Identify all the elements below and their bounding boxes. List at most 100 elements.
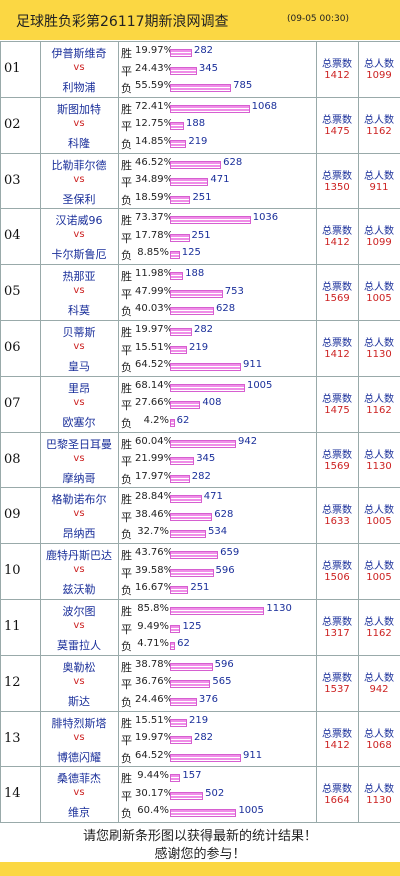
row-number: 13: [4, 730, 21, 746]
count: 157: [182, 770, 202, 782]
bar: [170, 383, 245, 392]
count: 125: [182, 620, 202, 632]
count: 345: [196, 453, 216, 465]
away-team: 兹沃勒: [62, 583, 96, 597]
time: (09-05 00:30): [287, 14, 349, 24]
count: 565: [212, 676, 232, 688]
vs: vs: [73, 396, 85, 408]
outcome: 平: [121, 622, 132, 636]
total-people-label: 总人数: [364, 226, 394, 238]
total-people-label: 总人数: [364, 282, 394, 294]
outcome: 平: [121, 399, 132, 413]
away-team: 维京: [68, 806, 90, 820]
outcome: 胜: [121, 549, 132, 563]
bar: [170, 345, 188, 354]
away-team: 昂纳西: [62, 527, 96, 541]
away-team: 博德闪耀: [57, 750, 101, 764]
bar: [170, 791, 204, 800]
bar: [170, 530, 206, 539]
percent: 55.59%: [135, 80, 174, 91]
bar: [170, 495, 202, 504]
outcome: 负: [121, 584, 132, 598]
percent: 32.7%: [137, 526, 169, 538]
percent: 68.14%: [135, 379, 174, 391]
vs: vs: [73, 731, 85, 743]
outcome: 胜: [121, 47, 132, 60]
percent: 9.49%: [137, 620, 169, 632]
total-votes-label: 总票数: [322, 393, 352, 405]
bar: [170, 809, 237, 818]
total-people: 1162: [366, 404, 392, 416]
bar: [170, 753, 241, 762]
count: 251: [192, 191, 212, 203]
bar: [170, 457, 195, 466]
bar: [170, 251, 180, 260]
outcome: 负: [121, 137, 132, 151]
total-votes-label: 总票数: [322, 282, 352, 294]
bar: [170, 439, 237, 448]
outcome: 负: [121, 416, 132, 430]
bar: [170, 49, 192, 57]
vs: vs: [73, 452, 85, 464]
outcome: 胜: [121, 270, 132, 284]
total-people: 1162: [366, 628, 392, 639]
home-team: 里昂: [68, 381, 90, 395]
bar: [170, 307, 215, 316]
bar: [170, 289, 223, 298]
outcome: 平: [121, 287, 132, 301]
count: 628: [216, 303, 236, 315]
count: 282: [193, 45, 214, 56]
outcome: 负: [121, 528, 132, 542]
outcome: 胜: [121, 772, 132, 786]
outcome: 负: [121, 807, 132, 821]
title: 足球胜负彩第26117期新浪网调查: [16, 14, 229, 30]
away-team: 莫雷拉人: [57, 639, 101, 652]
outcome: 负: [121, 751, 132, 765]
row-number: 06: [4, 340, 21, 355]
count: 125: [181, 247, 201, 259]
count: 62: [177, 638, 190, 649]
home-team: 奥勒松: [62, 660, 96, 674]
percent: 9.44%: [137, 770, 169, 782]
count: 942: [238, 435, 258, 447]
total-people: 942: [369, 683, 389, 695]
bar: [170, 272, 184, 281]
total-people-label: 总人数: [364, 617, 394, 628]
percent: 12.75%: [135, 118, 174, 130]
count: 408: [202, 397, 222, 409]
outcome: 胜: [121, 605, 132, 618]
outcome: 负: [121, 695, 132, 709]
count: 62: [176, 414, 190, 426]
percent: 36.76%: [135, 676, 174, 688]
bar: [170, 122, 185, 131]
percent: 60.4%: [137, 805, 169, 817]
total-votes-label: 总票数: [322, 226, 352, 238]
total-votes: 1475: [324, 125, 350, 137]
total-people: 1130: [366, 460, 392, 472]
footer: 请您刷新条形图以获得最新的统计结果！ 感谢您的参与！: [0, 828, 400, 864]
total-votes: 1537: [324, 683, 350, 695]
bar: [170, 328, 192, 336]
count: 1068: [251, 100, 278, 112]
percent: 28.84%: [135, 491, 174, 503]
count: 596: [214, 658, 234, 670]
total-votes: 1506: [324, 572, 350, 584]
total-votes: 1569: [324, 460, 350, 472]
count: 188: [186, 118, 206, 130]
total-people: 1130: [366, 795, 392, 807]
total-people-label: 总人数: [364, 561, 394, 573]
total-people-label: 总人数: [364, 449, 394, 461]
header-band: 足球胜负彩第26117期新浪网调查 (09-05 00:30): [0, 0, 400, 40]
row-number: 08: [4, 451, 21, 467]
count: 785: [233, 80, 253, 91]
home-team: 热那亚: [62, 270, 96, 284]
count: 534: [207, 526, 228, 538]
percent: 60.04%: [135, 435, 174, 447]
bar: [170, 160, 222, 169]
percent: 64.52%: [135, 359, 174, 370]
percent: 46.52%: [135, 156, 174, 168]
total-votes: 1475: [324, 404, 350, 416]
count: 282: [193, 732, 214, 744]
total-votes: 1664: [324, 795, 350, 807]
outcome: 平: [121, 455, 132, 469]
